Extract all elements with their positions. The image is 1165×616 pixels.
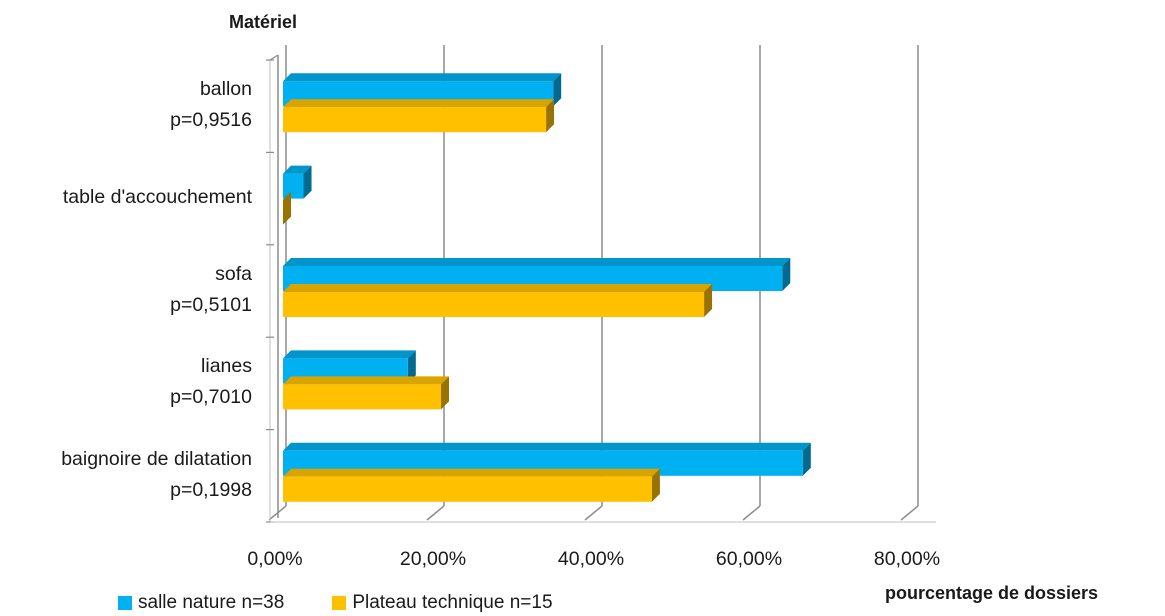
- bar-side-plateau-technique: [546, 99, 555, 133]
- legend-item-salle-nature: salle nature n=38: [118, 592, 284, 614]
- category-pvalue: p=0,9516: [170, 109, 252, 132]
- x-tick-label: 20,00%: [399, 548, 467, 570]
- legend-item-plateau-technique: Plateau technique n=15: [332, 592, 553, 614]
- category-name: baignoire de dilatation: [61, 447, 252, 470]
- bar-top-salle-nature: [283, 165, 312, 174]
- bar-salle-nature: [283, 173, 304, 199]
- category-label: sofa p=0,5101: [170, 259, 252, 321]
- bar-top-salle-nature: [283, 73, 562, 82]
- y-axis-title: Matériel: [229, 12, 298, 32]
- gridline-floor: [900, 505, 919, 521]
- x-tick-label: 0,00%: [247, 548, 303, 570]
- bar-side-plateau-technique: [283, 191, 291, 225]
- bar-side-plateau-technique: [704, 284, 713, 317]
- gridline-floor: [426, 505, 445, 521]
- category-label: ballon p=0,9516: [170, 74, 252, 136]
- bar-plateau-technique: [283, 292, 705, 317]
- category-name: sofa: [215, 263, 252, 285]
- x-axis-title: pourcentage de dossiers: [885, 583, 1099, 603]
- legend-label-plateau-technique: Plateau technique n=15: [352, 592, 553, 613]
- legend-swatch-salle-nature: [118, 596, 132, 610]
- category-label: lianes p=0,7010: [170, 351, 252, 413]
- category-label: baignoire de dilatation p=0,1998: [61, 444, 252, 506]
- bar-top-salle-nature: [283, 258, 791, 266]
- bar-side-plateau-technique: [651, 468, 660, 502]
- x-tick-label: 60,00%: [715, 548, 783, 570]
- bar-side-salle-nature: [303, 165, 312, 199]
- y-axis-top-cap: [269, 54, 279, 61]
- category-pvalue: p=0,7010: [170, 386, 252, 409]
- bar-plateau-technique: [283, 476, 652, 502]
- category-pvalue: p=0,1998: [170, 478, 252, 501]
- bar-side-salle-nature: [802, 442, 811, 476]
- bar-top-salle-nature: [283, 442, 811, 451]
- bar-top-plateau-technique: [283, 99, 555, 108]
- category-name: ballon: [199, 78, 252, 101]
- bar-side-salle-nature: [782, 258, 791, 291]
- category-name: lianes: [201, 355, 252, 378]
- bar-side-salle-nature: [553, 73, 562, 107]
- bar-side-salle-nature: [407, 350, 416, 384]
- x-tick-label: 80,00%: [873, 548, 941, 570]
- bar-top-plateau-technique: [283, 468, 660, 477]
- x-tick-label: 40,00%: [557, 548, 625, 570]
- bar-top-salle-nature: [283, 350, 416, 359]
- bar-top-plateau-technique: [283, 376, 449, 385]
- legend-swatch-plateau-technique: [332, 596, 347, 610]
- category-name: table d'accouchement: [62, 186, 252, 209]
- category-label: table d'accouchement: [63, 182, 252, 213]
- bar-plateau-technique: [283, 384, 441, 410]
- gridline-floor: [742, 505, 761, 521]
- legend: salle nature n=38 Plateau technique n=15: [118, 592, 553, 614]
- category-pvalue: p=0,5101: [170, 294, 252, 316]
- legend-label-salle-nature: salle nature n=38: [138, 592, 285, 613]
- bar-side-plateau-technique: [441, 376, 449, 410]
- gridline-floor: [584, 505, 603, 521]
- bar-top-plateau-technique: [283, 284, 713, 292]
- bar-plateau-technique: [283, 107, 547, 133]
